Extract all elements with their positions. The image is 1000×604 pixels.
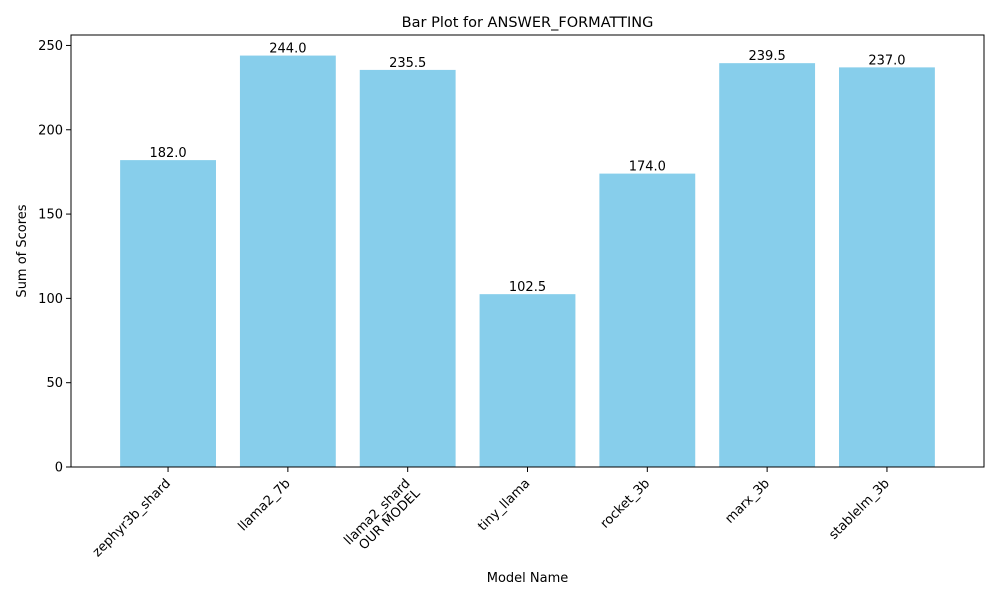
y-axis-ticks: 0 50 100 150 200 250 bbox=[38, 39, 71, 476]
y-tick-label: 150 bbox=[38, 208, 63, 223]
bar-value-label: 237.0 bbox=[868, 53, 905, 68]
y-axis-label: Sum of Scores bbox=[15, 204, 30, 297]
chart-title: Bar Plot for ANSWER_FORMATTING bbox=[402, 15, 654, 31]
bar-value-label: 102.5 bbox=[509, 280, 546, 295]
bar bbox=[599, 173, 696, 467]
bar bbox=[239, 55, 336, 467]
bar-value-label: 174.0 bbox=[629, 160, 666, 175]
y-tick-label: 100 bbox=[38, 292, 63, 307]
y-tick-label: 250 bbox=[38, 39, 63, 54]
y-tick-label: 0 bbox=[55, 461, 63, 476]
value-labels-layer: 182.0 244.0 235.5 102.5 174.0 239.5 237.0 bbox=[149, 42, 905, 296]
bar-value-label: 244.0 bbox=[269, 42, 306, 57]
bar bbox=[359, 69, 456, 467]
bar-value-label: 239.5 bbox=[749, 49, 786, 64]
bar bbox=[120, 160, 216, 468]
plot-frame bbox=[70, 34, 985, 468]
bar bbox=[479, 294, 576, 467]
y-tick-label: 200 bbox=[38, 123, 63, 138]
bars-layer bbox=[120, 55, 935, 468]
x-axis-label: Model Name bbox=[487, 571, 569, 586]
bar bbox=[839, 67, 935, 468]
bar-value-label: 235.5 bbox=[389, 56, 426, 71]
bar-value-label: 182.0 bbox=[149, 146, 186, 161]
y-tick-label: 50 bbox=[46, 376, 63, 391]
bar bbox=[719, 63, 816, 468]
